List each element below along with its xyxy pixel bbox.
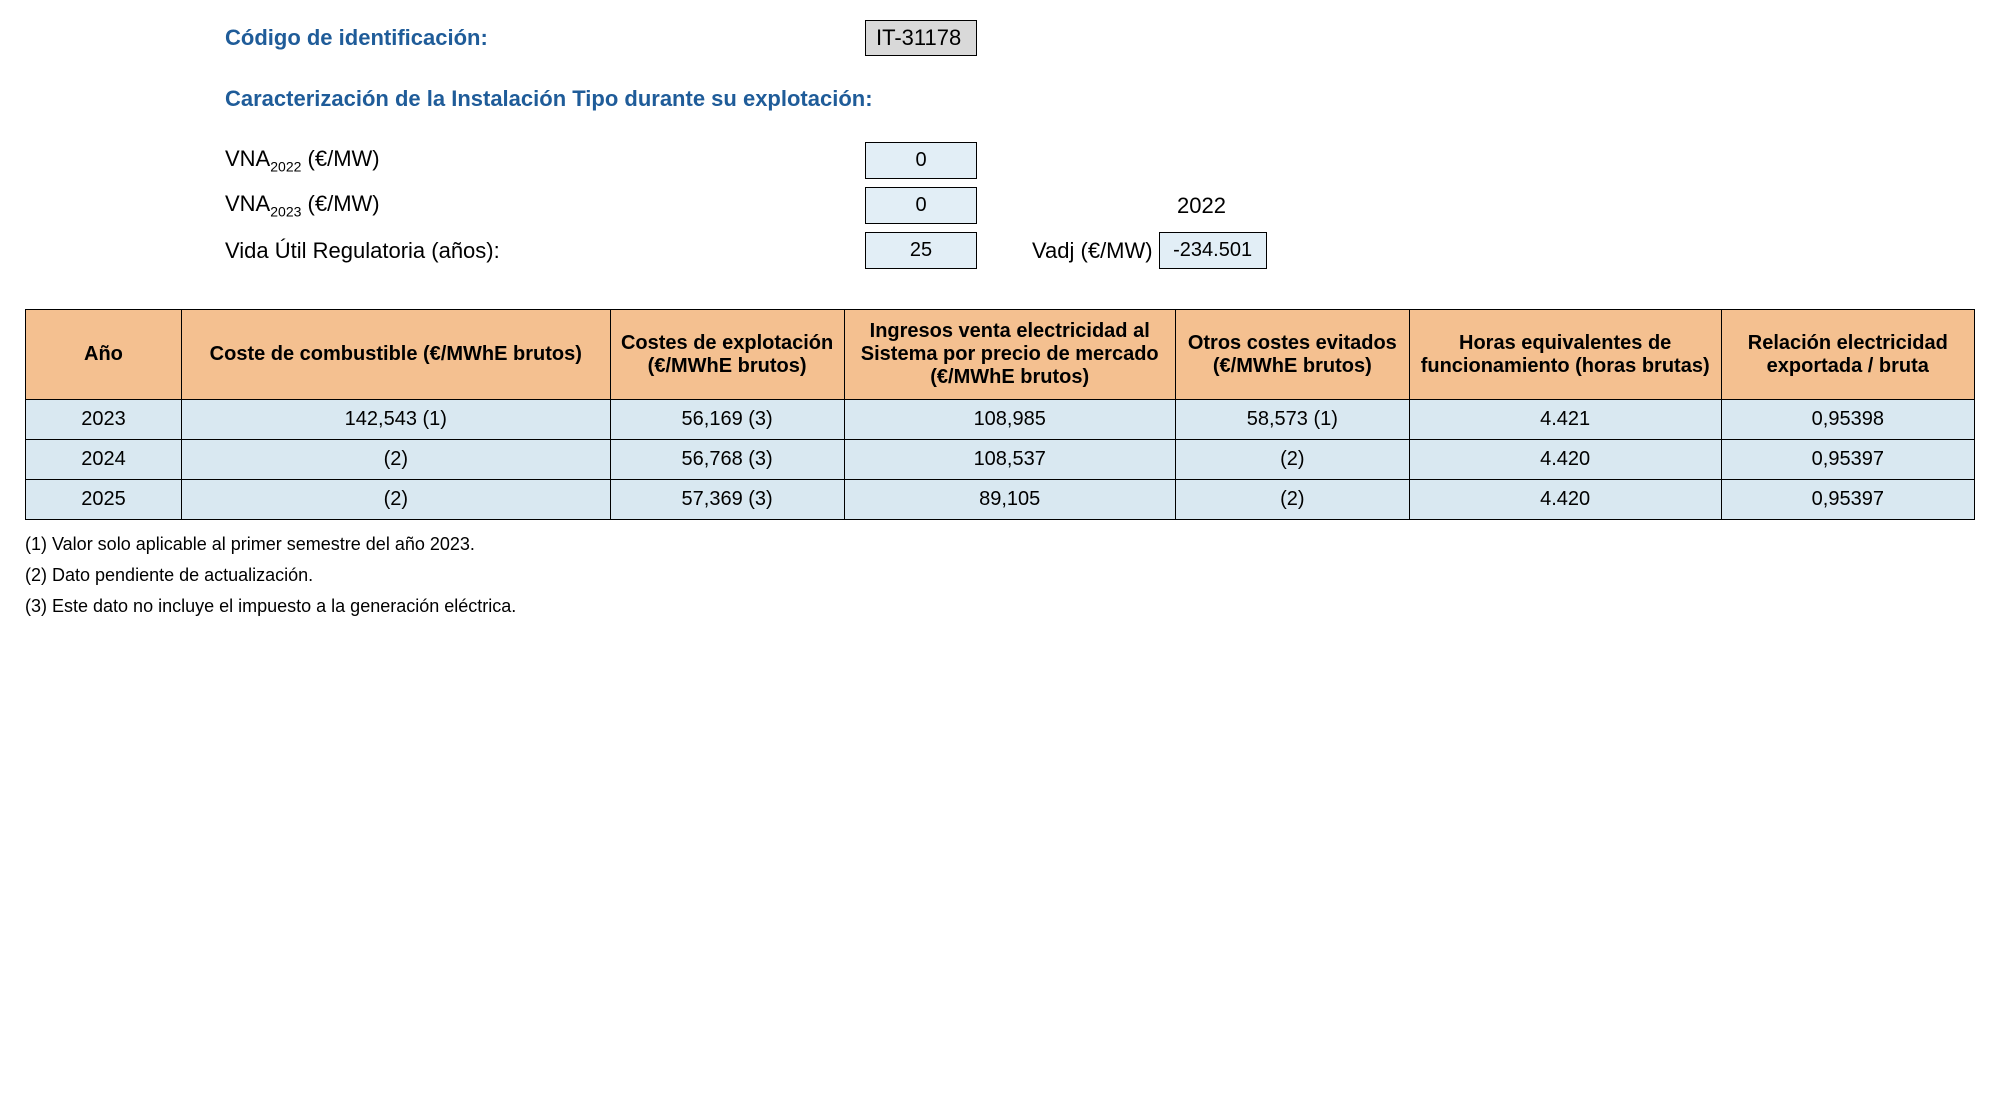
header-block: Código de identificación: IT-31178 Carac… [225, 20, 1975, 269]
param-value-box: 25 [865, 232, 977, 269]
table-col-header: Otros costes evitados (€/MWhE brutos) [1175, 310, 1409, 400]
vadj-label: Vadj (€/MW) [1032, 238, 1153, 264]
table-cell: 4.420 [1409, 480, 1721, 520]
param-row: VNA2023 (€/MW)0 2022 [225, 187, 1975, 224]
table-row: 2025(2)57,369 (3)89,105(2)4.4200,95397 [26, 480, 1975, 520]
table-cell: 142,543 (1) [181, 400, 610, 440]
table-cell: (2) [1175, 480, 1409, 520]
section-title: Caracterización de la Instalación Tipo d… [225, 86, 1975, 112]
table-cell: (2) [181, 480, 610, 520]
param-label: VNA2023 (€/MW) [225, 191, 865, 219]
table-col-header: Coste de combustible (€/MWhE brutos) [181, 310, 610, 400]
table-cell: 2023 [26, 400, 182, 440]
table-head: AñoCoste de combustible (€/MWhE brutos)C… [26, 310, 1975, 400]
data-table: AñoCoste de combustible (€/MWhE brutos)C… [25, 309, 1975, 520]
table-cell: (2) [181, 440, 610, 480]
param-row: VNA2022 (€/MW)0 [225, 142, 1975, 179]
table-row: 2023142,543 (1)56,169 (3)108,98558,573 (… [26, 400, 1975, 440]
table-header-row: AñoCoste de combustible (€/MWhE brutos)C… [26, 310, 1975, 400]
table-col-header: Año [26, 310, 182, 400]
table-col-header: Ingresos venta electricidad al Sistema p… [844, 310, 1175, 400]
table-body: 2023142,543 (1)56,169 (3)108,98558,573 (… [26, 400, 1975, 520]
param-extra-year: 2022 [1177, 193, 1226, 219]
table-cell: 57,369 (3) [610, 480, 844, 520]
table-col-header: Horas equivalentes de funcionamiento (ho… [1409, 310, 1721, 400]
footnote: (2) Dato pendiente de actualización. [25, 565, 1975, 586]
footnote: (3) Este dato no incluye el impuesto a l… [25, 596, 1975, 617]
table-cell: 56,768 (3) [610, 440, 844, 480]
table-cell: 0,95397 [1721, 480, 1974, 520]
table-cell: 89,105 [844, 480, 1175, 520]
vadj-wrap: Vadj (€/MW)-234.501 [1032, 232, 1267, 269]
table-row: 2024(2)56,768 (3)108,537(2)4.4200,95397 [26, 440, 1975, 480]
id-value-box: IT-31178 [865, 20, 977, 56]
table-cell: 0,95398 [1721, 400, 1974, 440]
table-cell: 4.420 [1409, 440, 1721, 480]
table-cell: 108,985 [844, 400, 1175, 440]
param-value-box: 0 [865, 187, 977, 224]
table-col-header: Costes de explotación (€/MWhE brutos) [610, 310, 844, 400]
footnote: (1) Valor solo aplicable al primer semes… [25, 534, 1975, 555]
table-cell: 2024 [26, 440, 182, 480]
table-cell: 108,537 [844, 440, 1175, 480]
vadj-value-box: -234.501 [1159, 232, 1267, 269]
param-value-box: 0 [865, 142, 977, 179]
table-cell: 4.421 [1409, 400, 1721, 440]
table-cell: 58,573 (1) [1175, 400, 1409, 440]
table-col-header: Relación electricidad exportada / bruta [1721, 310, 1974, 400]
table-cell: 2025 [26, 480, 182, 520]
table-cell: 0,95397 [1721, 440, 1974, 480]
table-cell: (2) [1175, 440, 1409, 480]
param-label: VNA2022 (€/MW) [225, 146, 865, 174]
param-row: Vida Útil Regulatoria (años):25 Vadj (€/M… [225, 232, 1975, 269]
id-row: Código de identificación: IT-31178 [225, 20, 1975, 56]
table-cell: 56,169 (3) [610, 400, 844, 440]
param-label: Vida Útil Regulatoria (años): [225, 238, 865, 264]
id-label: Código de identificación: [225, 25, 865, 51]
footnotes: (1) Valor solo aplicable al primer semes… [25, 534, 1975, 617]
